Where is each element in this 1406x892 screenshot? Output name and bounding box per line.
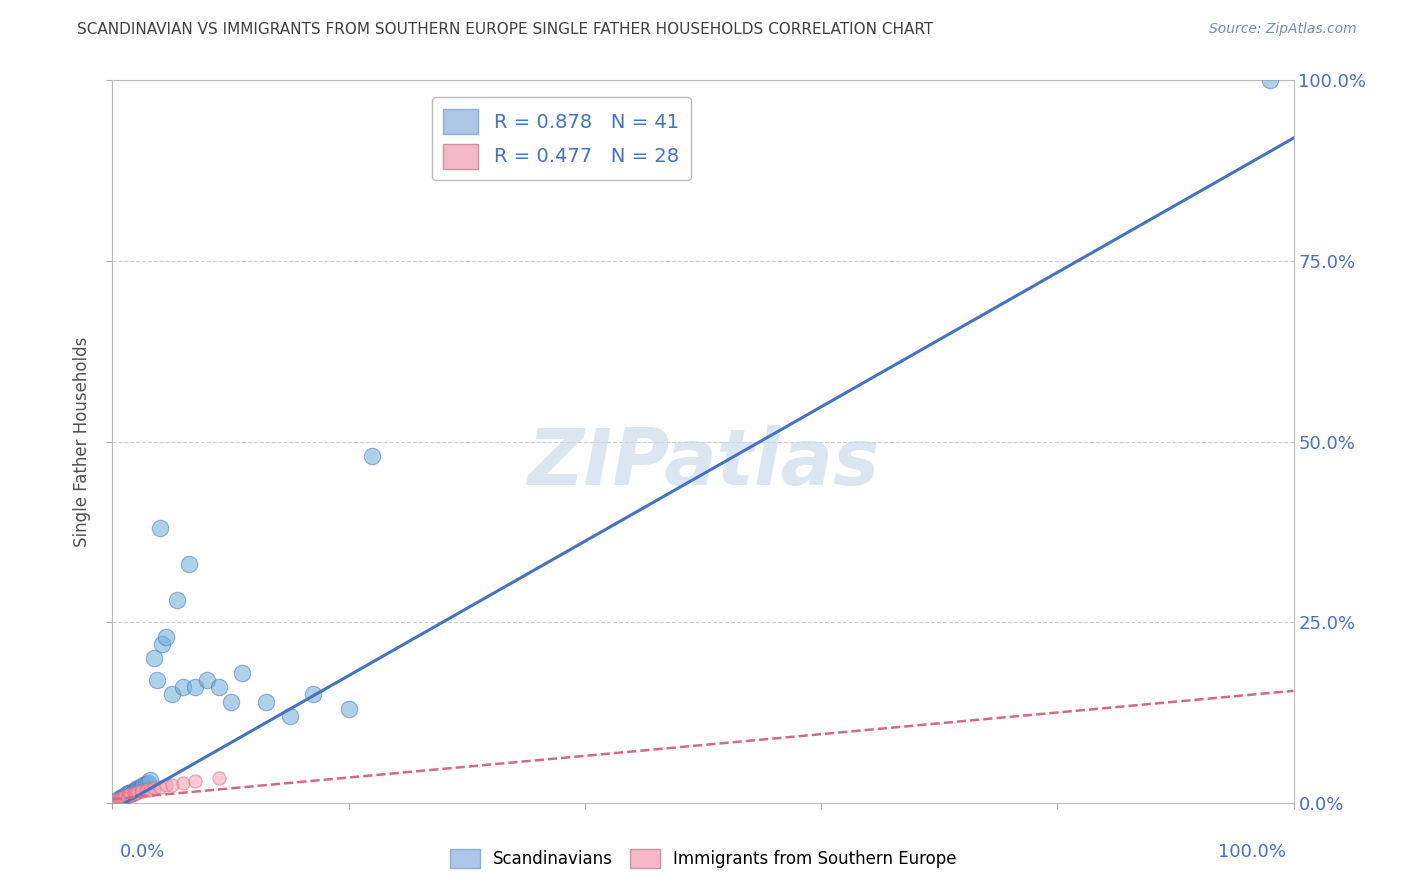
Point bbox=[114, 789, 136, 803]
Point bbox=[254, 695, 277, 709]
Point bbox=[146, 673, 169, 687]
Point bbox=[172, 775, 194, 789]
Point bbox=[111, 790, 134, 805]
Point bbox=[337, 702, 360, 716]
Point bbox=[117, 786, 139, 800]
Point bbox=[166, 593, 188, 607]
Point bbox=[155, 630, 177, 644]
Point bbox=[120, 787, 142, 801]
Point bbox=[115, 787, 138, 801]
Point bbox=[117, 789, 139, 803]
Point bbox=[135, 777, 157, 791]
Point bbox=[122, 784, 145, 798]
Point bbox=[131, 784, 153, 798]
Point bbox=[129, 784, 152, 798]
Point bbox=[142, 651, 165, 665]
Text: 100.0%: 100.0% bbox=[1219, 843, 1286, 861]
Point bbox=[112, 790, 135, 805]
Point bbox=[160, 687, 183, 701]
Point bbox=[231, 665, 253, 680]
Y-axis label: Single Father Households: Single Father Households bbox=[73, 336, 91, 547]
Point bbox=[131, 780, 153, 794]
Point bbox=[120, 786, 142, 800]
Legend: Scandinavians, Immigrants from Southern Europe: Scandinavians, Immigrants from Southern … bbox=[443, 842, 963, 875]
Point bbox=[149, 780, 172, 794]
Point bbox=[125, 782, 148, 797]
Point bbox=[107, 792, 129, 806]
Point bbox=[139, 772, 162, 787]
Point bbox=[128, 780, 150, 795]
Text: ZIPatlas: ZIPatlas bbox=[527, 425, 879, 501]
Point bbox=[219, 695, 242, 709]
Point bbox=[136, 782, 159, 797]
Point bbox=[112, 790, 135, 805]
Point bbox=[149, 521, 172, 535]
Text: SCANDINAVIAN VS IMMIGRANTS FROM SOUTHERN EUROPE SINGLE FATHER HOUSEHOLDS CORRELA: SCANDINAVIAN VS IMMIGRANTS FROM SOUTHERN… bbox=[77, 22, 934, 37]
Text: Source: ZipAtlas.com: Source: ZipAtlas.com bbox=[1209, 22, 1357, 37]
Point bbox=[112, 789, 135, 803]
Text: 0.0%: 0.0% bbox=[120, 843, 165, 861]
Point bbox=[114, 789, 136, 804]
Legend: R = 0.878   N = 41, R = 0.477   N = 28: R = 0.878 N = 41, R = 0.477 N = 28 bbox=[432, 97, 690, 180]
Point bbox=[155, 779, 177, 793]
Point bbox=[120, 788, 142, 802]
Point bbox=[361, 449, 384, 463]
Point bbox=[172, 680, 194, 694]
Point bbox=[278, 709, 301, 723]
Point bbox=[118, 788, 141, 802]
Point bbox=[150, 637, 173, 651]
Point bbox=[132, 778, 155, 792]
Point bbox=[110, 790, 132, 805]
Point bbox=[208, 680, 231, 694]
Point bbox=[1258, 73, 1281, 87]
Point bbox=[184, 680, 207, 694]
Point bbox=[127, 781, 149, 796]
Point bbox=[122, 786, 145, 800]
Point bbox=[135, 782, 157, 797]
Point bbox=[127, 782, 149, 797]
Point bbox=[121, 786, 143, 800]
Point bbox=[118, 787, 141, 801]
Point bbox=[127, 785, 149, 799]
Point bbox=[142, 781, 165, 796]
Point bbox=[111, 790, 134, 805]
Point bbox=[160, 778, 183, 792]
Point bbox=[107, 792, 129, 806]
Point bbox=[179, 558, 201, 572]
Point bbox=[120, 785, 142, 799]
Point bbox=[110, 791, 132, 805]
Point bbox=[124, 786, 146, 800]
Point bbox=[195, 673, 218, 687]
Point bbox=[208, 771, 231, 785]
Point bbox=[139, 782, 162, 797]
Point bbox=[108, 792, 131, 806]
Point bbox=[302, 687, 325, 701]
Point bbox=[115, 789, 138, 803]
Point bbox=[184, 774, 207, 789]
Point bbox=[125, 786, 148, 800]
Point bbox=[136, 775, 159, 789]
